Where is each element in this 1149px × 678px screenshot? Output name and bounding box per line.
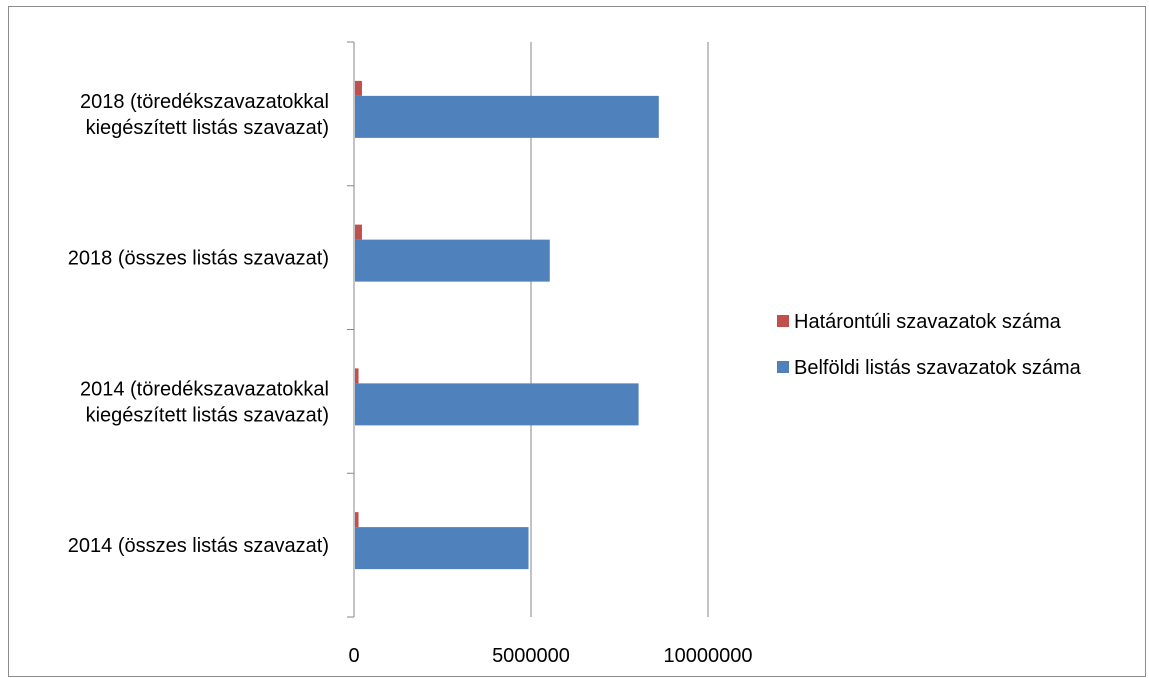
bar-belfoldi-1 (355, 383, 639, 426)
bar-belfoldi-0 (355, 527, 529, 570)
bar-hatarontuli-1 (355, 368, 359, 384)
legend-swatch-1 (777, 361, 789, 373)
bar-belfoldi-2 (355, 239, 550, 282)
x-tick-label-2: 10000000 (664, 645, 753, 667)
category-label-2: 2018 (összes listás szavazat) (68, 248, 329, 270)
bar-hatarontuli-2 (355, 224, 362, 240)
category-label-0: 2014 (összes listás szavazat) (68, 535, 329, 557)
bar-hatarontuli-0 (355, 512, 359, 528)
category-label-3: 2018 (töredékszavazatokkal kiegészített l… (80, 91, 329, 139)
legend-label-0: Határontúli szavazatok száma (794, 311, 1062, 333)
category-label-1: 2014 (töredékszavazatokkal kiegészített l… (80, 378, 329, 426)
x-tick-label-0: 0 (348, 645, 359, 667)
bar-belfoldi-3 (355, 95, 659, 138)
x-tick-label-1: 5000000 (492, 645, 570, 667)
legend-label-1: Belföldi listás szavazatok száma (794, 357, 1082, 379)
legend-swatch-0 (777, 315, 789, 327)
bar-hatarontuli-3 (355, 80, 362, 96)
